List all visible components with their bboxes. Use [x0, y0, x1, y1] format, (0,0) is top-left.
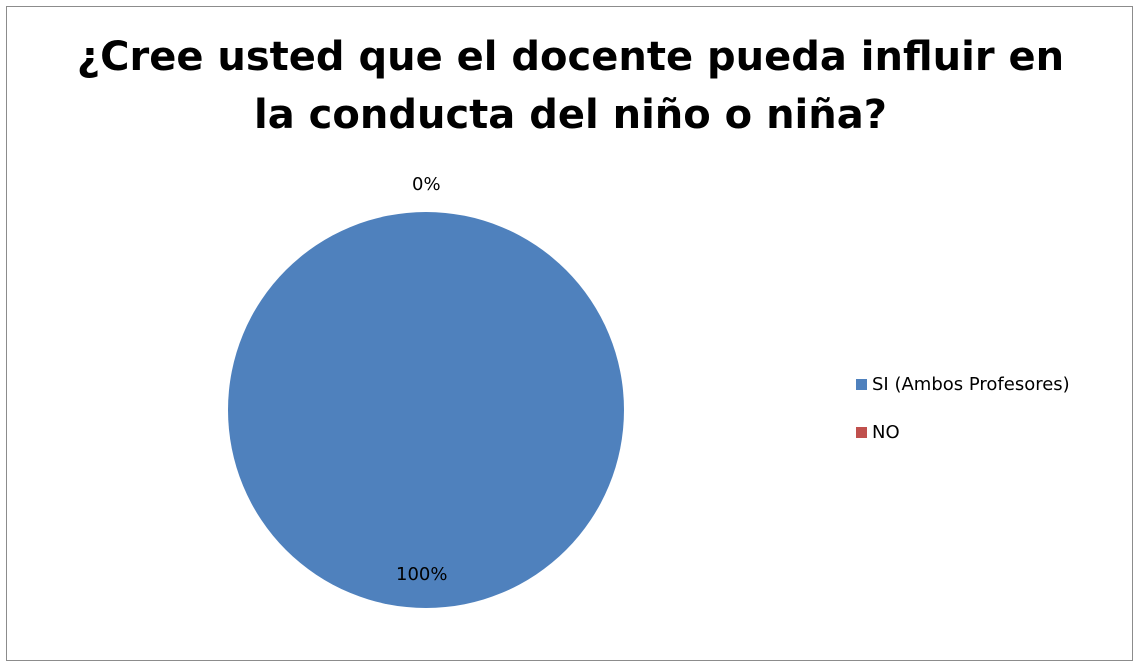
chart-title-line-1: ¿Cree usted que el docente pueda influir…: [76, 34, 1065, 80]
data-label-no: 0%: [412, 174, 441, 195]
legend-label-no: NO: [872, 422, 900, 443]
legend-swatch-no: [856, 427, 867, 438]
legend: SI (Ambos Profesores) NO: [856, 372, 1070, 468]
pie-slice-si: [228, 212, 624, 608]
legend-swatch-si: [856, 379, 867, 390]
data-label-si: 100%: [396, 564, 448, 585]
legend-item-si: SI (Ambos Profesores): [856, 372, 1070, 397]
legend-item-no: NO: [856, 420, 1070, 445]
chart-title-line-2: la conducta del niño o niña?: [254, 92, 887, 138]
chart-title: ¿Cree usted que el docente pueda influir…: [0, 28, 1141, 144]
legend-label-si: SI (Ambos Profesores): [872, 374, 1070, 395]
